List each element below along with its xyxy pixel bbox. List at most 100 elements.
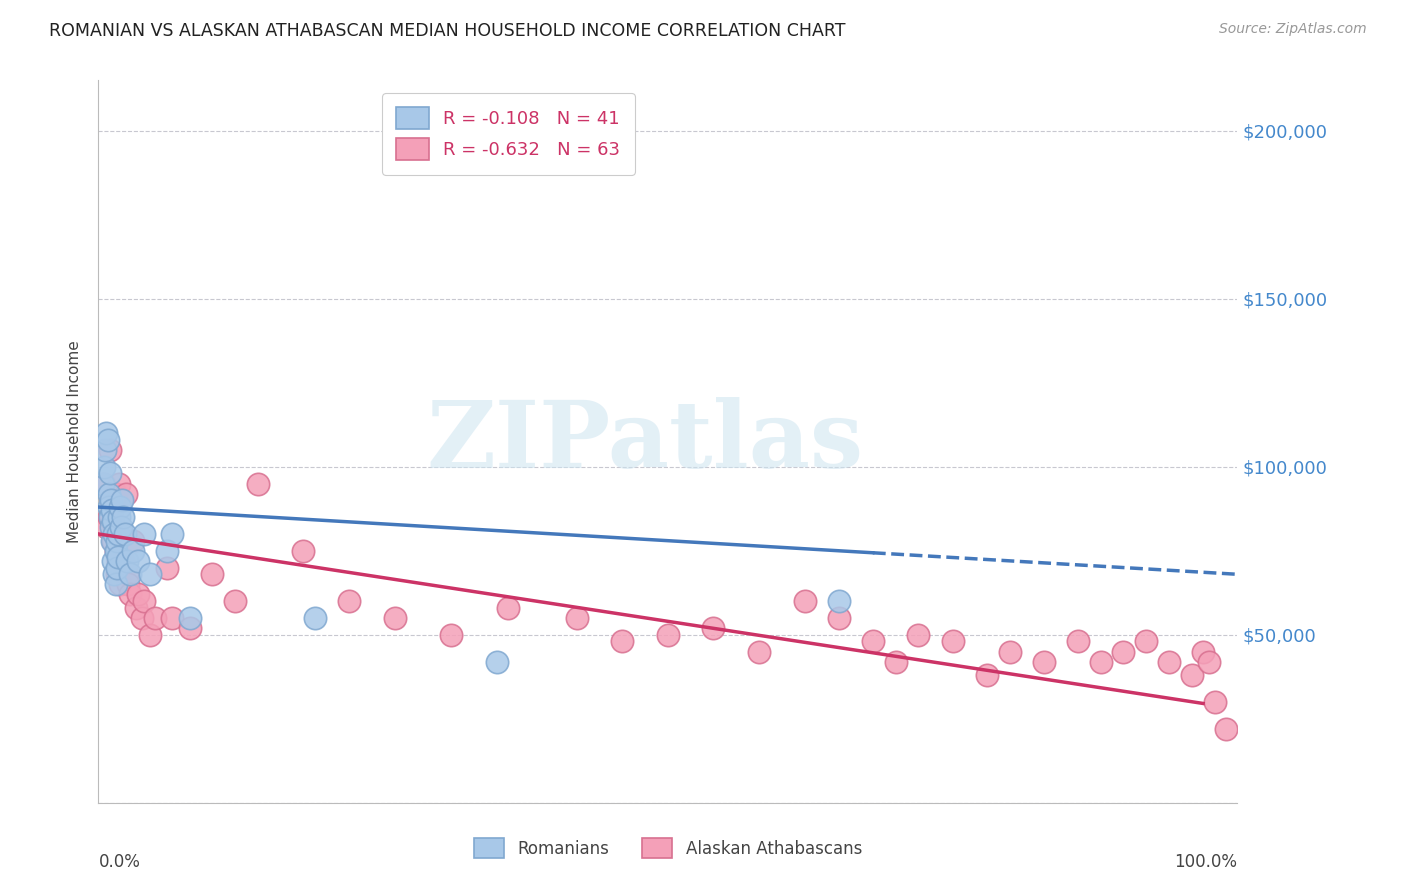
Point (101, 503, 124, 517)
Point (104, 486, 127, 500)
Point (120, 587, 142, 601)
Point (117, 577, 139, 591)
Point (337, 594, 360, 608)
Point (127, 554, 149, 568)
Point (179, 621, 201, 635)
Point (107, 554, 129, 568)
Point (104, 543, 127, 558)
Point (246, 476, 269, 491)
Point (97, 510, 120, 524)
Point (97, 486, 120, 500)
Point (292, 543, 315, 558)
Point (1067, 634, 1090, 648)
Point (103, 567, 125, 582)
Point (108, 476, 131, 491)
Point (862, 634, 884, 648)
Point (702, 621, 724, 635)
Point (112, 554, 135, 568)
Point (103, 533, 125, 548)
Text: ZIPatlas: ZIPatlas (426, 397, 863, 486)
Point (748, 644, 770, 658)
Point (304, 611, 326, 625)
Point (112, 510, 135, 524)
Point (1215, 722, 1237, 736)
Text: 0.0%: 0.0% (98, 854, 141, 871)
Point (93, 459, 115, 474)
Point (100, 520, 122, 534)
Point (1198, 655, 1220, 669)
Point (498, 600, 520, 615)
Point (138, 628, 160, 642)
Point (145, 611, 167, 625)
Point (115, 554, 138, 568)
Point (907, 628, 929, 642)
Point (565, 611, 588, 625)
Point (103, 514, 125, 528)
Point (132, 527, 155, 541)
Point (793, 594, 815, 608)
Y-axis label: Median Household Income: Median Household Income (67, 340, 83, 543)
Point (138, 567, 160, 582)
Point (1204, 695, 1226, 709)
Point (105, 567, 128, 582)
Point (108, 577, 131, 591)
Point (105, 560, 128, 574)
Point (114, 527, 136, 541)
Point (384, 611, 406, 625)
Point (91, 476, 114, 491)
Point (101, 533, 124, 548)
Point (1112, 644, 1135, 658)
Point (96, 426, 118, 441)
Point (486, 655, 509, 669)
Point (103, 527, 125, 541)
Point (1157, 655, 1180, 669)
Point (121, 543, 143, 558)
Point (108, 510, 131, 524)
Point (201, 567, 224, 582)
Point (107, 550, 129, 565)
Point (100, 493, 122, 508)
Point (100, 493, 122, 508)
Point (93, 476, 115, 491)
Point (103, 554, 125, 568)
Point (105, 533, 128, 548)
Point (103, 520, 125, 534)
Point (162, 611, 184, 625)
Point (156, 560, 179, 574)
Point (884, 655, 907, 669)
Point (104, 543, 127, 558)
Point (104, 577, 127, 591)
Point (108, 500, 131, 514)
Point (440, 628, 463, 642)
Point (1135, 634, 1157, 648)
Point (1090, 655, 1112, 669)
Point (179, 611, 201, 625)
Point (110, 493, 132, 508)
Point (828, 594, 851, 608)
Point (976, 668, 998, 682)
Point (156, 543, 179, 558)
Point (94, 442, 117, 457)
Point (998, 644, 1021, 658)
Point (1032, 655, 1054, 669)
Point (98, 442, 121, 457)
Point (98, 467, 121, 481)
Point (111, 493, 134, 508)
Point (107, 527, 129, 541)
Point (101, 500, 124, 514)
Point (942, 634, 965, 648)
Point (121, 533, 143, 548)
Point (162, 527, 184, 541)
Point (224, 594, 246, 608)
Point (111, 527, 134, 541)
Point (127, 587, 149, 601)
Point (96, 433, 118, 447)
Point (1181, 668, 1204, 682)
Point (120, 567, 142, 582)
Point (96, 520, 118, 534)
Point (98, 510, 121, 524)
Point (132, 594, 155, 608)
Text: 100.0%: 100.0% (1174, 854, 1237, 871)
Legend: Romanians, Alaskan Athabascans: Romanians, Alaskan Athabascans (465, 830, 870, 867)
Point (612, 634, 634, 648)
